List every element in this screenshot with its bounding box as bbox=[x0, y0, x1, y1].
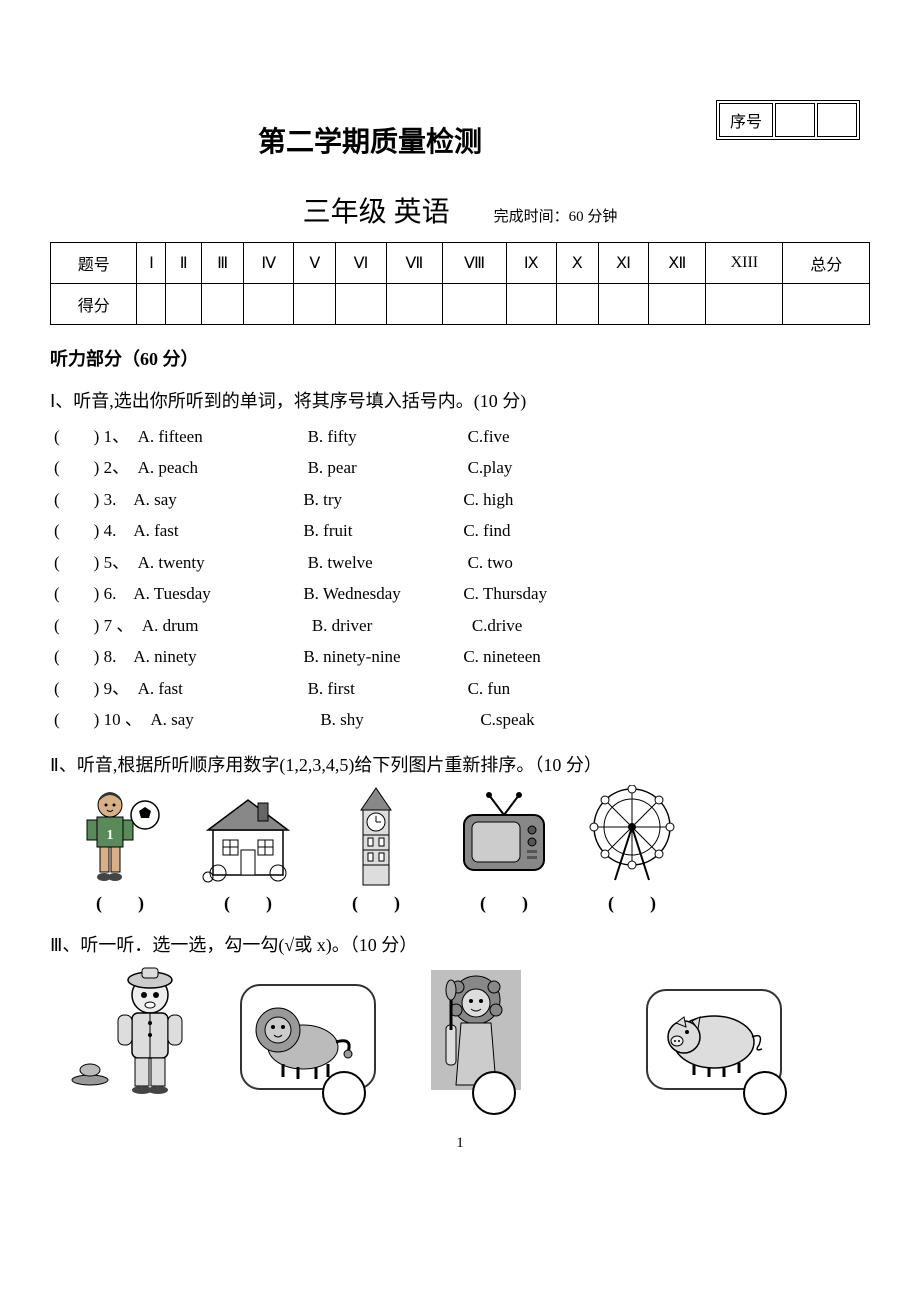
tv-icon bbox=[454, 785, 554, 885]
subtitle-row: 三年级 英语 完成时间：60 分钟 bbox=[50, 190, 870, 230]
q1-item: ( ) 8. A. ninetyB. ninety-nineC. ninetee… bbox=[54, 641, 870, 672]
col-9: Ⅸ bbox=[506, 243, 556, 284]
q1-item: ( ) 9、 A. fastB. firstC. fun bbox=[54, 673, 870, 704]
score-entry-row: 得分 bbox=[51, 284, 870, 325]
clock-tower-icon bbox=[326, 785, 426, 885]
q2-blank[interactable]: ( ) bbox=[582, 889, 682, 915]
q1-item: ( ) 10 、 A. sayB. shyC.speak bbox=[54, 704, 870, 735]
score-header-row: 题号 Ⅰ Ⅱ Ⅲ Ⅳ Ⅴ Ⅵ Ⅶ Ⅷ Ⅸ Ⅹ Ⅺ Ⅻ XIII 总分 bbox=[51, 243, 870, 284]
time-limit: 完成时间：60 分钟 bbox=[494, 209, 618, 225]
q2-blank[interactable]: ( ) bbox=[326, 889, 426, 915]
serial-cell-1[interactable] bbox=[775, 103, 815, 137]
col-4: Ⅳ bbox=[244, 243, 294, 284]
pig-bubble-icon bbox=[646, 989, 782, 1095]
q3-header: Ⅲ、听一听．选一选，勾一勾(√或 x)。（10 分） bbox=[50, 931, 870, 957]
house-icon bbox=[198, 785, 298, 885]
q1-item: ( ) 1、 A. fifteenB. fiftyC.five bbox=[54, 421, 870, 452]
boy-football-icon: 1 bbox=[70, 785, 170, 885]
col-2: Ⅱ bbox=[166, 243, 202, 284]
col-10: Ⅹ bbox=[556, 243, 598, 284]
q2-blank[interactable]: ( ) bbox=[198, 889, 298, 915]
q2-blank[interactable]: ( ) bbox=[70, 889, 170, 915]
listening-section-header: 听力部分（60 分） bbox=[50, 345, 870, 371]
serial-label: 序号 bbox=[719, 103, 773, 137]
serial-cell-2[interactable] bbox=[817, 103, 857, 137]
q1-item: ( ) 5、 A. twentyB. twelveC. two bbox=[54, 547, 870, 578]
col-3: Ⅲ bbox=[201, 243, 243, 284]
score-label: 得分 bbox=[51, 284, 137, 325]
sub-title: 三年级 英语 bbox=[303, 190, 450, 230]
q1-item: ( ) 6. A. TuesdayB. WednesdayC. Thursday bbox=[54, 578, 870, 609]
answer-circle[interactable] bbox=[322, 1071, 366, 1115]
q1-list: ( ) 1、 A. fifteenB. fiftyC.five( ) 2、 A.… bbox=[54, 421, 870, 735]
answer-circle[interactable] bbox=[472, 1071, 516, 1115]
q3-images bbox=[60, 965, 870, 1095]
col-11: Ⅺ bbox=[598, 243, 648, 284]
col-1: Ⅰ bbox=[137, 243, 166, 284]
col-12: Ⅻ bbox=[649, 243, 706, 284]
policeman-icon bbox=[60, 965, 200, 1095]
q1-item: ( ) 3. A. sayB. tryC. high bbox=[54, 484, 870, 515]
q2-blank[interactable]: ( ) bbox=[454, 889, 554, 915]
answer-circle[interactable] bbox=[743, 1071, 787, 1115]
q2-header: Ⅱ、听音,根据所听顺序用数字(1,2,3,4,5)给下列图片重新排序。（10 分… bbox=[50, 751, 870, 777]
q2-images: 1 bbox=[70, 785, 870, 885]
col-total: 总分 bbox=[783, 243, 870, 284]
serial-number-box: 序号 bbox=[716, 100, 860, 140]
woman-brush-icon bbox=[416, 965, 526, 1095]
col-6: Ⅵ bbox=[336, 243, 386, 284]
score-table: 题号 Ⅰ Ⅱ Ⅲ Ⅳ Ⅴ Ⅵ Ⅶ Ⅷ Ⅸ Ⅹ Ⅺ Ⅻ XIII 总分 得分 bbox=[50, 242, 870, 325]
col-5: Ⅴ bbox=[294, 243, 336, 284]
col-8: Ⅷ bbox=[443, 243, 506, 284]
lion-bubble-icon bbox=[240, 984, 376, 1095]
q1-item: ( ) 4. A. fastB. fruitC. find bbox=[54, 515, 870, 546]
ferris-wheel-icon bbox=[582, 785, 682, 885]
q1-header: Ⅰ、听音,选出你所听到的单词，将其序号填入括号内。(10 分) bbox=[50, 387, 870, 413]
col-label-header: 题号 bbox=[51, 243, 137, 284]
q1-item: ( ) 7 、 A. drumB. driverC.drive bbox=[54, 610, 870, 641]
svg-text:1: 1 bbox=[107, 828, 114, 843]
page-number: 1 bbox=[50, 1135, 870, 1152]
col-13: XIII bbox=[706, 243, 783, 284]
col-7: Ⅶ bbox=[386, 243, 443, 284]
q2-answer-row: ( ) ( ) ( ) ( ) ( ) bbox=[70, 889, 870, 915]
q1-item: ( ) 2、 A. peachB. pearC.play bbox=[54, 452, 870, 483]
